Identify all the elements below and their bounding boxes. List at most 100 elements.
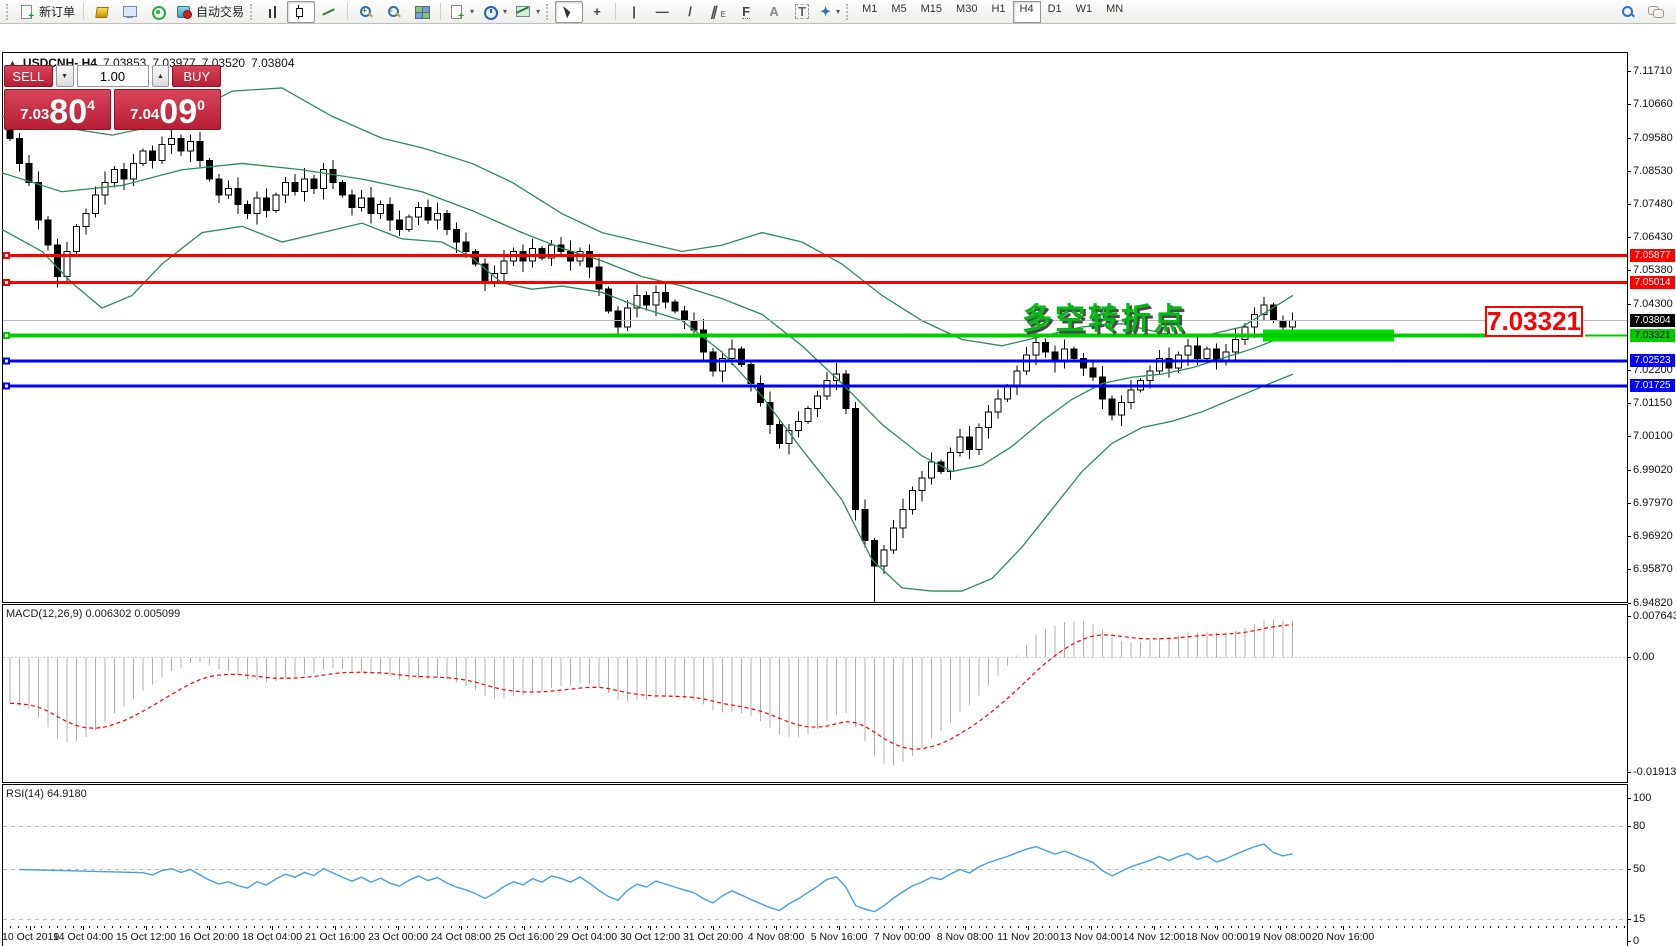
time-minor-tick bbox=[1143, 926, 1145, 928]
time-minor-tick bbox=[742, 926, 744, 928]
period-button[interactable]: ▾ bbox=[478, 1, 511, 23]
time-minor-tick bbox=[482, 926, 484, 928]
time-minor-tick bbox=[1372, 926, 1374, 928]
rsi-axis-label: 50 bbox=[1633, 863, 1646, 875]
time-minor-tick bbox=[1521, 926, 1523, 928]
buy-button[interactable]: BUY bbox=[172, 65, 221, 87]
rsi-panel[interactable] bbox=[2, 784, 1628, 946]
tile-windows-icon bbox=[414, 4, 431, 20]
tab-timeframe-m15[interactable]: M15 bbox=[920, 2, 943, 15]
tab-timeframe-h4[interactable]: H4 bbox=[1012, 0, 1041, 23]
buy-price-prefix: 7.04 bbox=[130, 106, 160, 123]
sell-price-button[interactable]: 7.03 80 4 bbox=[4, 89, 111, 130]
tile-windows-button[interactable] bbox=[408, 1, 436, 23]
price-axis-tick bbox=[1628, 270, 1631, 272]
time-minor-tick bbox=[1041, 926, 1043, 928]
signals-button[interactable] bbox=[144, 1, 172, 23]
time-major-tick bbox=[776, 926, 777, 930]
time-axis-label: 18 Oct 04:00 bbox=[241, 931, 303, 943]
templates-button[interactable]: ▾ bbox=[511, 1, 544, 23]
time-minor-tick bbox=[1010, 926, 1011, 928]
arrows-button[interactable]: ✦ ▾ bbox=[820, 4, 841, 19]
time-minor-tick bbox=[159, 926, 161, 928]
turning-point-annotation[interactable]: 多空转折点 bbox=[1022, 302, 1187, 336]
time-minor-tick bbox=[529, 926, 531, 928]
time-minor-tick bbox=[907, 926, 909, 928]
time-minor-tick bbox=[1498, 926, 1500, 928]
time-minor-tick bbox=[1183, 926, 1185, 928]
time-minor-tick bbox=[1238, 926, 1240, 928]
time-minor-tick bbox=[970, 926, 972, 928]
toolbar-grip[interactable] bbox=[250, 3, 255, 20]
rsi-line bbox=[19, 843, 1293, 913]
time-axis-label: 21 Oct 16:00 bbox=[304, 931, 366, 943]
one-click-collapse[interactable]: ▲ bbox=[8, 58, 17, 68]
macd-panel[interactable] bbox=[2, 604, 1628, 783]
tab-timeframe-h1[interactable]: H1 bbox=[991, 2, 1006, 15]
price-axis-label: 7.08530 bbox=[1633, 165, 1673, 178]
search-icon[interactable] bbox=[1620, 4, 1636, 20]
time-minor-tick bbox=[49, 926, 51, 928]
zoom-in-button[interactable]: + bbox=[352, 1, 380, 23]
time-minor-tick bbox=[994, 926, 996, 928]
terminal-button[interactable] bbox=[116, 1, 144, 23]
time-minor-tick bbox=[17, 926, 19, 928]
tab-timeframe-w1[interactable]: W1 bbox=[1075, 2, 1093, 15]
volume-decrease-button[interactable]: ▼ bbox=[55, 65, 74, 87]
fibonacci-button[interactable]: F bbox=[732, 1, 760, 23]
candlestick-chart-button[interactable] bbox=[287, 0, 316, 23]
autotrading-button[interactable]: 自动交易 bbox=[172, 1, 248, 23]
tab-timeframe-d1[interactable]: D1 bbox=[1047, 2, 1062, 15]
time-minor-tick bbox=[1262, 926, 1263, 928]
equidistant-channel-button[interactable]: ∥ E bbox=[704, 1, 732, 23]
tab-timeframe-m30[interactable]: M30 bbox=[956, 2, 978, 15]
time-minor-tick bbox=[1608, 926, 1610, 928]
template-icon bbox=[515, 4, 531, 20]
time-axis-label: 25 Oct 16:00 bbox=[493, 931, 555, 943]
time-minor-tick bbox=[356, 926, 358, 928]
price-callout-label[interactable]: 7.03321 bbox=[1485, 305, 1583, 337]
time-minor-tick bbox=[309, 926, 311, 928]
cursor-button[interactable] bbox=[555, 0, 584, 23]
tab-timeframe-mn[interactable]: MN bbox=[1106, 2, 1124, 15]
crosshair-button[interactable]: + bbox=[583, 1, 611, 23]
time-minor-tick bbox=[1309, 926, 1311, 928]
main-chart-panel[interactable] bbox=[2, 52, 1628, 603]
tab-timeframe-m5[interactable]: M5 bbox=[891, 2, 907, 15]
zoom-out-button[interactable]: - bbox=[380, 1, 408, 23]
time-minor-tick bbox=[498, 926, 500, 928]
buy-price-button[interactable]: 7.04 09 0 bbox=[114, 89, 221, 130]
vertical-line-button[interactable]: | bbox=[620, 1, 648, 23]
new-chart-button[interactable]: + ▾ bbox=[445, 1, 478, 23]
time-minor-tick bbox=[1112, 926, 1114, 928]
toolbar-grip[interactable] bbox=[846, 3, 851, 20]
time-minor-tick bbox=[238, 926, 240, 928]
time-minor-tick bbox=[986, 926, 988, 928]
text-icon: A bbox=[769, 4, 779, 19]
time-axis[interactable]: 10 Oct 2019 14 Oct 04:00 15 Oct 12:00 16 Oc… bbox=[0, 926, 1676, 946]
chart-window[interactable]: ▲ USDCNH-,H4 7.03853 7.03977 7.03520 7.0… bbox=[0, 24, 1676, 946]
tab-timeframe-m1[interactable]: M1 bbox=[862, 2, 878, 15]
horizontal-line-icon: — bbox=[655, 4, 669, 19]
volume-input[interactable] bbox=[76, 65, 149, 87]
market-watch-button[interactable] bbox=[88, 1, 116, 23]
time-major-tick bbox=[713, 926, 714, 930]
time-minor-tick bbox=[1490, 926, 1492, 928]
horizontal-line-button[interactable]: — bbox=[648, 1, 676, 23]
toolbar-grip[interactable] bbox=[6, 3, 11, 20]
line-chart-button[interactable] bbox=[315, 1, 343, 23]
text-button[interactable]: A bbox=[760, 1, 788, 23]
time-minor-tick bbox=[1002, 926, 1004, 928]
sell-button[interactable]: SELL bbox=[4, 65, 53, 87]
text-label-button[interactable]: T bbox=[788, 1, 816, 23]
chat-icon[interactable] bbox=[1648, 4, 1664, 20]
time-minor-tick bbox=[923, 926, 925, 928]
time-minor-tick bbox=[1364, 926, 1366, 928]
toolbar-grip[interactable] bbox=[546, 3, 551, 20]
volume-increase-button[interactable]: ▲ bbox=[151, 65, 170, 87]
time-minor-tick bbox=[962, 926, 964, 928]
time-minor-tick bbox=[191, 926, 192, 928]
bar-chart-button[interactable] bbox=[259, 1, 287, 23]
trendline-button[interactable]: / bbox=[676, 1, 704, 23]
new-order-button[interactable]: + 新订单 bbox=[15, 1, 79, 23]
